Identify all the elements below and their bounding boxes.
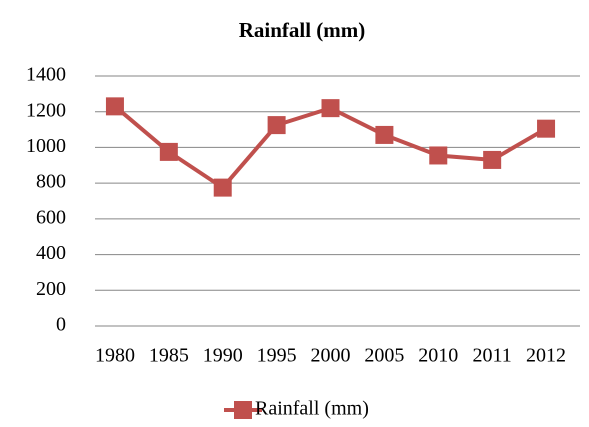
y-tick-label: 600: [36, 206, 66, 228]
legend-marker: [234, 401, 252, 419]
x-tick-label: 1990: [203, 345, 243, 367]
marker: [267, 116, 286, 135]
chart-title: Rainfall (mm): [239, 18, 366, 42]
marker: [483, 150, 502, 169]
marker: [375, 125, 394, 144]
marker: [105, 97, 124, 116]
x-tick-label: 2010: [418, 345, 458, 367]
x-tick-label: 1995: [257, 345, 297, 367]
y-tick-label: 200: [36, 278, 66, 300]
legend-label: Rainfall (mm): [255, 398, 369, 420]
x-tick-label: 1985: [149, 345, 189, 367]
marker: [213, 178, 232, 197]
marker: [429, 146, 448, 165]
y-tick-label: 0: [56, 314, 66, 336]
marker: [321, 99, 340, 118]
x-tick-label: 2012: [526, 345, 566, 367]
x-tick-label: 2011: [473, 345, 512, 367]
marker: [159, 142, 178, 161]
y-tick-label: 1000: [26, 135, 66, 157]
x-tick-label: 2005: [364, 345, 404, 367]
marker: [537, 119, 556, 138]
x-tick-label: 2000: [311, 345, 351, 367]
y-tick-label: 400: [36, 242, 66, 264]
y-tick-label: 1200: [26, 99, 66, 121]
x-tick-label: 1980: [95, 345, 135, 367]
y-tick-label: 800: [36, 171, 66, 193]
y-tick-label: 1400: [26, 64, 66, 86]
